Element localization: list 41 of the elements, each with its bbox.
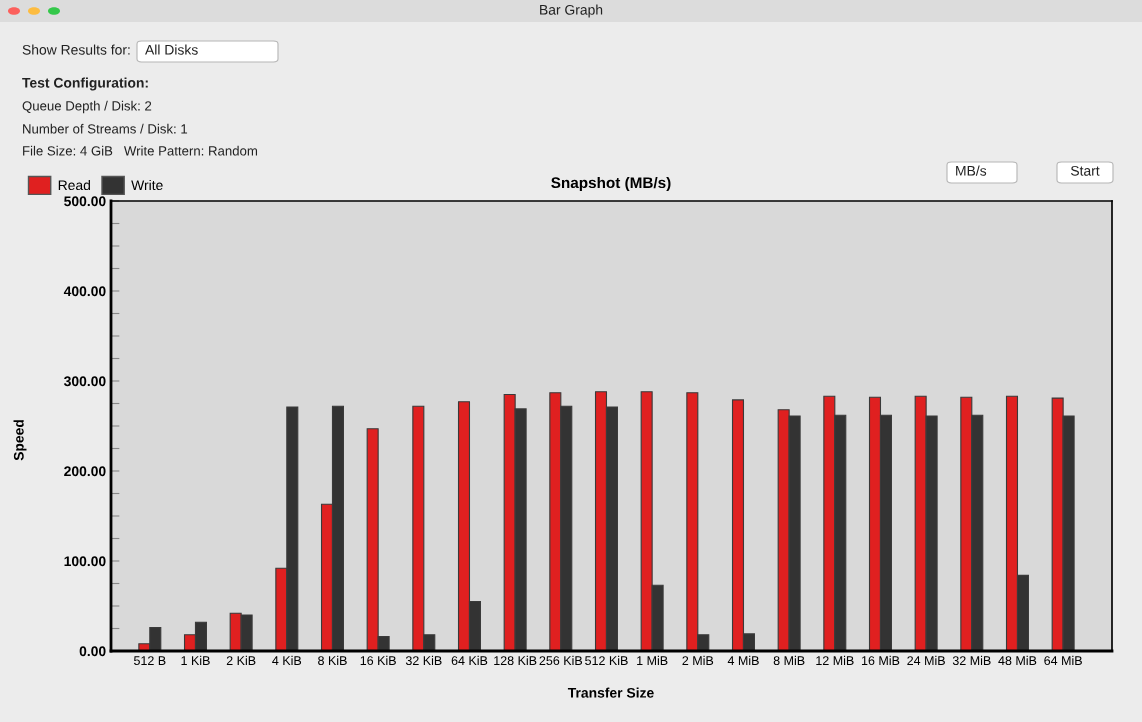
text: Start	[1070, 165, 1100, 176]
text: File Size: 4 GiB Write Pattern: Random	[23, 145, 258, 156]
text: Show Results for:	[22, 44, 130, 55]
text: Test Configuration:	[22, 77, 148, 91]
y-tick-label: 500.00	[64, 196, 106, 207]
x-tick-label: 256 KiB	[539, 655, 583, 666]
legend-label: Read	[58, 179, 90, 191]
x-tick-label: 4 MiB	[727, 655, 759, 665]
x-tick-label: 2 KiB	[226, 655, 256, 665]
legend-label: Write	[131, 179, 163, 191]
x-tick-label: 32 KiB	[405, 655, 442, 666]
x-tick-label: 32 MiB	[952, 655, 991, 666]
x-tick-label: 16 KiB	[360, 655, 396, 666]
x-tick-label: 64 KiB	[451, 655, 488, 666]
x-tick-label: 8 MiB	[773, 655, 805, 666]
text: Bar Graph	[540, 4, 603, 18]
x-tick-label: 64 MiB	[1044, 655, 1082, 666]
x-tick-label: 512 KiB	[585, 655, 628, 666]
y-tick-label: 200.00	[64, 466, 106, 477]
x-tick-label: 24 MiB	[907, 655, 945, 665]
text: Queue Depth / Disk: 2	[22, 100, 152, 114]
y-tick-label: 300.00	[63, 376, 106, 387]
text: All Disks	[145, 44, 198, 55]
y-tick-label: 100.00	[64, 556, 106, 567]
x-tick-label: 8 KiB	[318, 655, 347, 666]
x-tick-label: 4 KiB	[272, 655, 302, 665]
text: Number of Streams / Disk: 1	[23, 123, 188, 134]
y-tick-label: 400.00	[63, 286, 106, 297]
x-tick-label: 1 KiB	[181, 655, 210, 665]
x-tick-label: 48 MiB	[998, 655, 1037, 666]
y-tick-label: 0.00	[79, 646, 106, 657]
x-axis-title: Transfer Size	[567, 687, 654, 698]
x-tick-label: 128 KiB	[494, 655, 537, 666]
chart-title: Snapshot (MB/s)	[551, 176, 671, 192]
text: MB/s	[956, 165, 987, 176]
x-tick-label: 16 MiB	[861, 655, 900, 666]
x-tick-label: 2 MiB	[682, 655, 714, 665]
y-axis-title: Speed	[13, 420, 27, 461]
x-tick-label: 512 B	[133, 656, 166, 666]
x-tick-label: 12 MiB	[816, 655, 854, 665]
x-tick-label: 1 MiB	[637, 655, 668, 665]
